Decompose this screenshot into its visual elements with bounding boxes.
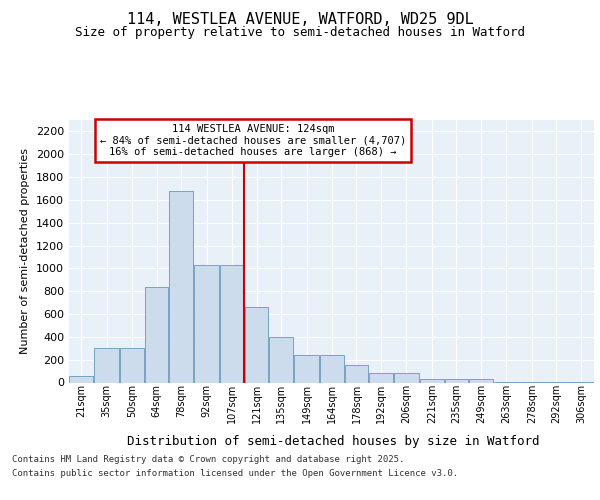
Bar	[169, 191, 193, 382]
Bar	[294, 355, 319, 382]
Bar	[94, 348, 119, 382]
Bar	[394, 374, 419, 382]
Bar	[245, 307, 268, 382]
Bar	[469, 379, 493, 382]
Bar	[70, 376, 93, 382]
Bar	[145, 286, 169, 382]
Bar	[220, 265, 244, 382]
Text: 114, WESTLEA AVENUE, WATFORD, WD25 9DL: 114, WESTLEA AVENUE, WATFORD, WD25 9DL	[127, 12, 473, 28]
Text: 114 WESTLEA AVENUE: 124sqm
← 84% of semi-detached houses are smaller (4,707)
16%: 114 WESTLEA AVENUE: 124sqm ← 84% of semi…	[100, 124, 406, 157]
Text: Contains public sector information licensed under the Open Government Licence v3: Contains public sector information licen…	[12, 469, 458, 478]
Text: Contains HM Land Registry data © Crown copyright and database right 2025.: Contains HM Land Registry data © Crown c…	[12, 456, 404, 464]
Bar	[120, 348, 144, 382]
Bar	[420, 379, 443, 382]
Bar	[269, 337, 293, 382]
Bar	[344, 365, 368, 382]
Bar	[445, 379, 468, 382]
Bar	[320, 355, 344, 382]
Text: Distribution of semi-detached houses by size in Watford: Distribution of semi-detached houses by …	[127, 435, 539, 448]
Bar	[369, 374, 393, 382]
Bar	[194, 265, 220, 382]
Y-axis label: Number of semi-detached properties: Number of semi-detached properties	[20, 148, 31, 354]
Text: Size of property relative to semi-detached houses in Watford: Size of property relative to semi-detach…	[75, 26, 525, 39]
